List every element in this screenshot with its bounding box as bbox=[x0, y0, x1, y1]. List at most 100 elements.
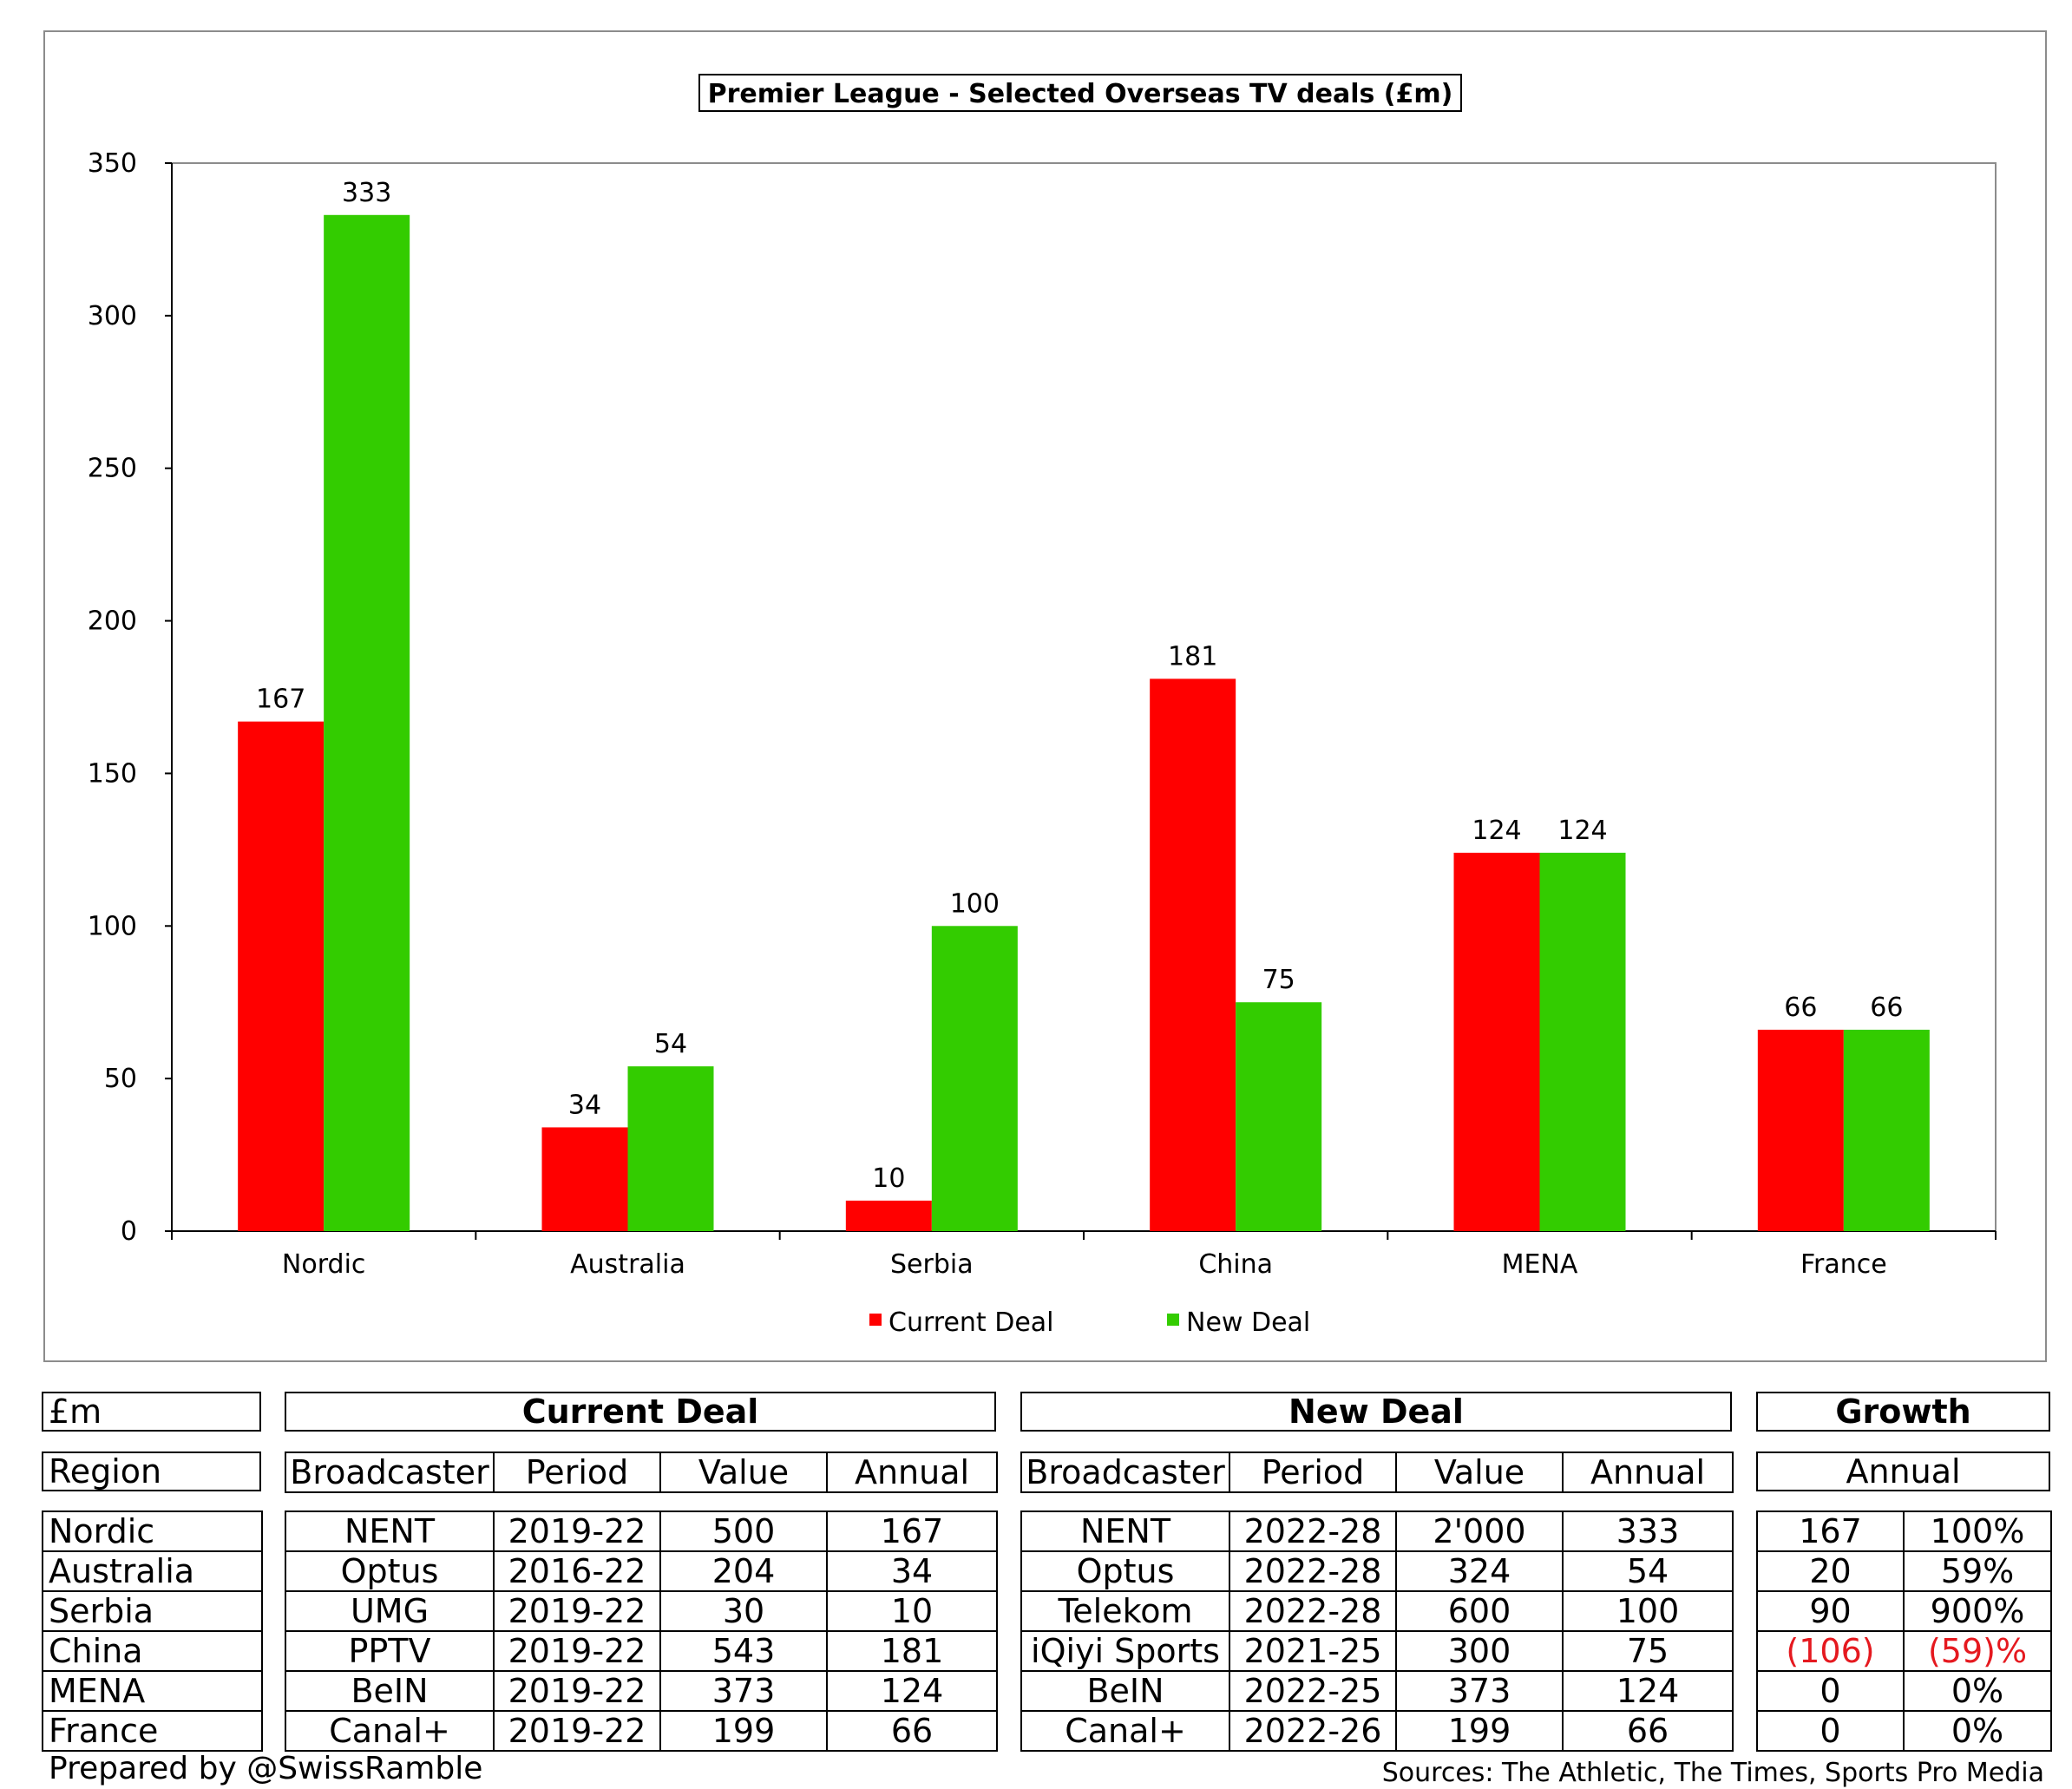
table-cell: Nordic bbox=[42, 1510, 263, 1552]
table-cell: 167 bbox=[826, 1510, 998, 1552]
data-label: 75 bbox=[1262, 965, 1295, 995]
sources: Sources: The Athletic, The Times, Sports… bbox=[1381, 1758, 2044, 1788]
chart-title-box bbox=[698, 74, 1462, 112]
table-cell: 0 bbox=[1756, 1670, 1905, 1712]
header-broadcaster: Broadcaster bbox=[1020, 1452, 1230, 1493]
table-cell: MENA bbox=[42, 1670, 263, 1712]
table-row: BeIN 2019-22 373 124 bbox=[285, 1670, 998, 1712]
bar-current-deal bbox=[541, 1127, 628, 1231]
plot-area bbox=[171, 162, 1997, 1232]
table-cell: 0% bbox=[1903, 1670, 2052, 1712]
header-value: Value bbox=[659, 1452, 828, 1493]
table-cell: iQiyi Sports bbox=[1020, 1630, 1230, 1672]
growth-header: Growth bbox=[1756, 1392, 2050, 1432]
data-label: 66 bbox=[1870, 993, 1903, 1023]
y-tick-label: 150 bbox=[88, 758, 137, 789]
header-broadcaster: Broadcaster bbox=[285, 1452, 495, 1493]
table-cell: 543 bbox=[659, 1630, 828, 1672]
unit-label: £m bbox=[49, 1393, 102, 1431]
table-cell: 181 bbox=[826, 1630, 998, 1672]
table-row: China bbox=[42, 1630, 263, 1672]
table-cell: Canal+ bbox=[1020, 1710, 1230, 1752]
bar-new-deal bbox=[324, 214, 410, 1232]
x-tick-label: Nordic bbox=[282, 1249, 365, 1280]
legend-label-new: New Deal bbox=[1186, 1307, 1310, 1338]
table-cell: 333 bbox=[1562, 1510, 1734, 1552]
legend-swatch-current bbox=[869, 1314, 882, 1326]
table-cell: 90 bbox=[1756, 1590, 1905, 1632]
data-label: 124 bbox=[1557, 816, 1607, 846]
growth-table: 167 100% 20 59% 90 900% (106) (59)% 0 0% 0 0% bbox=[1756, 1510, 2052, 1752]
table-row: UMG 2019-22 30 10 bbox=[285, 1590, 998, 1632]
bars: 167 34 10 181 124 66 333 54 100 75 124 66 bbox=[238, 178, 1930, 1232]
data-label: 66 bbox=[1784, 993, 1817, 1023]
table-cell: 54 bbox=[1562, 1550, 1734, 1592]
table-row: BeIN 2022-25 373 124 bbox=[1020, 1670, 1734, 1712]
table-cell: 2019-22 bbox=[493, 1710, 661, 1752]
chart-title: Premier League - Selected Overseas TV de… bbox=[708, 79, 1453, 109]
data-label: 10 bbox=[872, 1163, 905, 1194]
data-label: 54 bbox=[654, 1029, 687, 1059]
region-header: Region bbox=[49, 1452, 162, 1491]
table-cell: 100 bbox=[1562, 1590, 1734, 1632]
bar-current-deal bbox=[238, 721, 325, 1231]
header-value: Value bbox=[1395, 1452, 1564, 1493]
table-cell: Serbia bbox=[42, 1590, 263, 1632]
column-header-row: Broadcaster Period Value Annual bbox=[285, 1452, 998, 1493]
x-tick-label: China bbox=[1198, 1249, 1273, 1280]
y-tick-label: 50 bbox=[104, 1064, 137, 1094]
table-cell: 300 bbox=[1395, 1630, 1564, 1672]
bar-new-deal bbox=[1843, 1029, 1930, 1231]
table-cell: 2016-22 bbox=[493, 1550, 661, 1592]
legend-label-current: Current Deal bbox=[888, 1307, 1054, 1338]
table-row: Telekom 2022-28 600 100 bbox=[1020, 1590, 1734, 1632]
x-tick-label: Australia bbox=[570, 1249, 685, 1280]
bar-current-deal bbox=[1757, 1029, 1844, 1231]
data-label: 100 bbox=[950, 888, 1000, 919]
table-cell: 100% bbox=[1903, 1510, 2052, 1552]
table-cell: 30 bbox=[659, 1590, 828, 1632]
table-cell: BeIN bbox=[285, 1670, 495, 1712]
header-period: Period bbox=[493, 1452, 661, 1493]
y-tick-label: 0 bbox=[121, 1216, 137, 1247]
table-cell: 0 bbox=[1756, 1710, 1905, 1752]
table-cell: NENT bbox=[1020, 1510, 1230, 1552]
unit-label-cell: £m bbox=[42, 1392, 261, 1432]
table-cell: 124 bbox=[826, 1670, 998, 1712]
table-cell: 34 bbox=[826, 1550, 998, 1592]
table-cell: 373 bbox=[659, 1670, 828, 1712]
bar-current-deal bbox=[1453, 852, 1540, 1231]
new-deal-column-headers: Broadcaster Period Value Annual bbox=[1020, 1452, 1734, 1493]
y-tick-label: 350 bbox=[88, 148, 137, 179]
bar-new-deal bbox=[1539, 852, 1626, 1231]
table-cell: NENT bbox=[285, 1510, 495, 1552]
table-cell: 2022-28 bbox=[1229, 1550, 1397, 1592]
table-cell: Optus bbox=[1020, 1550, 1230, 1592]
table-cell: 2'000 bbox=[1395, 1510, 1564, 1552]
table-cell: PPTV bbox=[285, 1630, 495, 1672]
bar-new-deal bbox=[627, 1066, 714, 1231]
legend-swatch-new bbox=[1167, 1314, 1179, 1326]
table-cell: 204 bbox=[659, 1550, 828, 1592]
table-row: Optus 2022-28 324 54 bbox=[1020, 1550, 1734, 1592]
table-cell: 373 bbox=[1395, 1670, 1564, 1712]
bar-new-deal bbox=[931, 926, 1018, 1231]
bar-new-deal bbox=[1236, 1002, 1322, 1231]
table-row: NENT 2019-22 500 167 bbox=[285, 1510, 998, 1552]
current-deal-table: NENT 2019-22 500 167 Optus 2016-22 204 34 UMG 201… bbox=[285, 1510, 998, 1752]
table-row: 167 100% bbox=[1756, 1510, 2052, 1552]
current-deal-column-headers: Broadcaster Period Value Annual bbox=[285, 1452, 998, 1493]
growth-subheader-cell: Annual bbox=[1756, 1452, 2050, 1491]
table-cell: 0% bbox=[1903, 1710, 2052, 1752]
region-header-cell: Region bbox=[42, 1452, 261, 1491]
table-cell: 500 bbox=[659, 1510, 828, 1552]
table-cell: 2022-28 bbox=[1229, 1590, 1397, 1632]
growth-subheader: Annual bbox=[1846, 1452, 1961, 1491]
growth-header-label: Growth bbox=[1835, 1393, 1971, 1431]
table-cell: Canal+ bbox=[285, 1710, 495, 1752]
new-deal-header-label: New Deal bbox=[1288, 1393, 1464, 1431]
data-label: 333 bbox=[342, 178, 391, 208]
x-tick-label: MENA bbox=[1502, 1249, 1578, 1280]
table-row: Australia bbox=[42, 1550, 263, 1592]
current-deal-header: Current Deal bbox=[285, 1392, 996, 1432]
